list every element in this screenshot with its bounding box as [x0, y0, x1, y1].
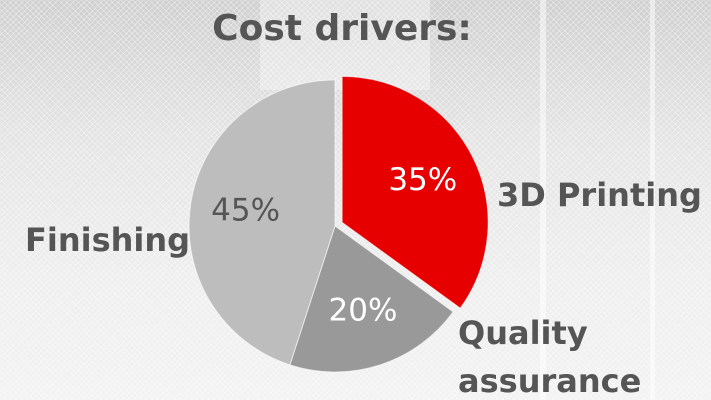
background-panel [260, 0, 430, 90]
background-pillar [540, 0, 546, 400]
value-label: 45% [211, 192, 280, 228]
value-label: 35% [388, 162, 457, 198]
category-label: 3D Printing [497, 176, 702, 214]
chart-title: Cost drivers: [212, 8, 472, 49]
value-label: 20% [329, 293, 398, 329]
pie-slice [188, 79, 336, 366]
background-pillar [650, 0, 655, 400]
pie-slice [289, 225, 454, 373]
category-label: Quality assurance [458, 314, 642, 400]
category-label: Finishing [25, 221, 191, 259]
pie-slice [341, 75, 489, 309]
